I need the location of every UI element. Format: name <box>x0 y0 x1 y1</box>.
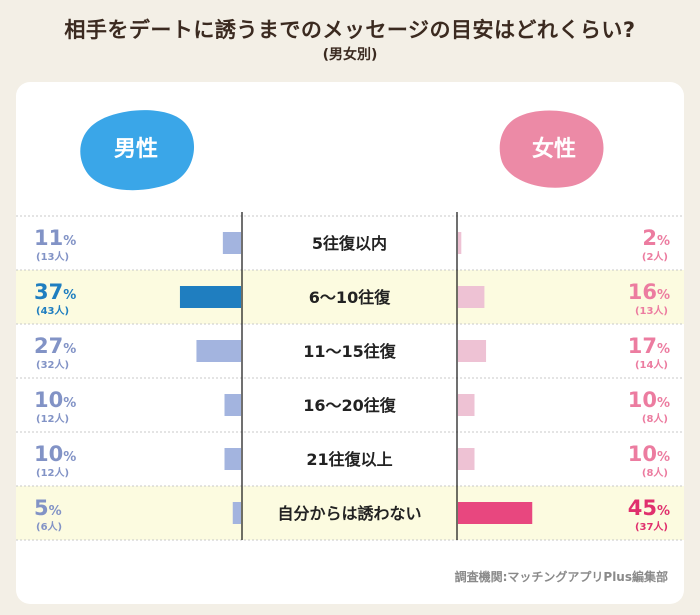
female-count: (37人) <box>635 520 668 533</box>
male-bar <box>196 340 241 362</box>
male-count: (13人) <box>36 250 69 263</box>
male-percent: 10% <box>34 442 76 466</box>
female-bar <box>458 502 533 524</box>
female-bar <box>458 286 485 308</box>
female-count: (14人) <box>635 358 668 371</box>
female-bar <box>458 394 475 416</box>
male-bar <box>232 502 241 524</box>
male-count: (32人) <box>36 358 69 371</box>
category-label: 11～15往復 <box>303 342 397 361</box>
male-percent: 10% <box>34 388 76 412</box>
female-count: (8人) <box>642 412 668 425</box>
male-count: (12人) <box>36 412 69 425</box>
female-bar <box>458 340 487 362</box>
category-label: 6～10往復 <box>309 288 391 307</box>
highlight-row-bg <box>16 270 684 324</box>
category-label: 5往復以内 <box>312 234 387 253</box>
female-bar <box>458 448 475 470</box>
female-percent: 10% <box>628 442 670 466</box>
female-percent: 17% <box>628 334 670 358</box>
female-count: (8人) <box>642 466 668 479</box>
male-count: (12人) <box>36 466 69 479</box>
male-bar <box>222 232 241 254</box>
male-label: 男性 <box>114 137 158 162</box>
highlight-row-bg <box>16 486 684 540</box>
chart-card: 男性 女性 5往復以内 11% (13人) 2% (2人) 6～10往復 37% (43人) 16%… <box>16 82 684 604</box>
category-label: 自分からは誘わない <box>277 504 421 523</box>
male-percent: 37% <box>34 280 76 304</box>
category-label: 16～20往復 <box>303 396 397 415</box>
category-label: 21往復以上 <box>306 450 392 469</box>
female-count: (2人) <box>642 250 668 263</box>
chart-subtitle: (男女別) <box>322 47 378 63</box>
male-bar <box>179 286 241 308</box>
chart-title: 相手をデートに誘うまでのメッセージの目安はどれくらい? <box>64 18 636 42</box>
female-count: (13人) <box>635 304 668 317</box>
male-percent: 11% <box>34 226 76 250</box>
male-bar <box>224 394 241 416</box>
female-percent: 16% <box>628 280 670 304</box>
male-count: (6人) <box>36 520 62 533</box>
male-bar <box>224 448 241 470</box>
female-percent: 2% <box>642 226 670 250</box>
female-blob <box>499 110 604 188</box>
female-percent: 45% <box>628 496 670 520</box>
male-percent: 5% <box>34 496 62 520</box>
female-percent: 10% <box>628 388 670 412</box>
female-bar <box>458 232 462 254</box>
male-percent: 27% <box>34 334 76 358</box>
male-blob <box>80 110 195 191</box>
female-label: 女性 <box>532 136 576 162</box>
male-count: (43人) <box>36 304 69 317</box>
source-credit: 調査機関:マッチングアプリPlus編集部 <box>454 570 668 584</box>
chart-svg: 男性 女性5往復以内11%(13人)2%(2人)6～10往復37%(43人)16%… <box>16 110 684 541</box>
